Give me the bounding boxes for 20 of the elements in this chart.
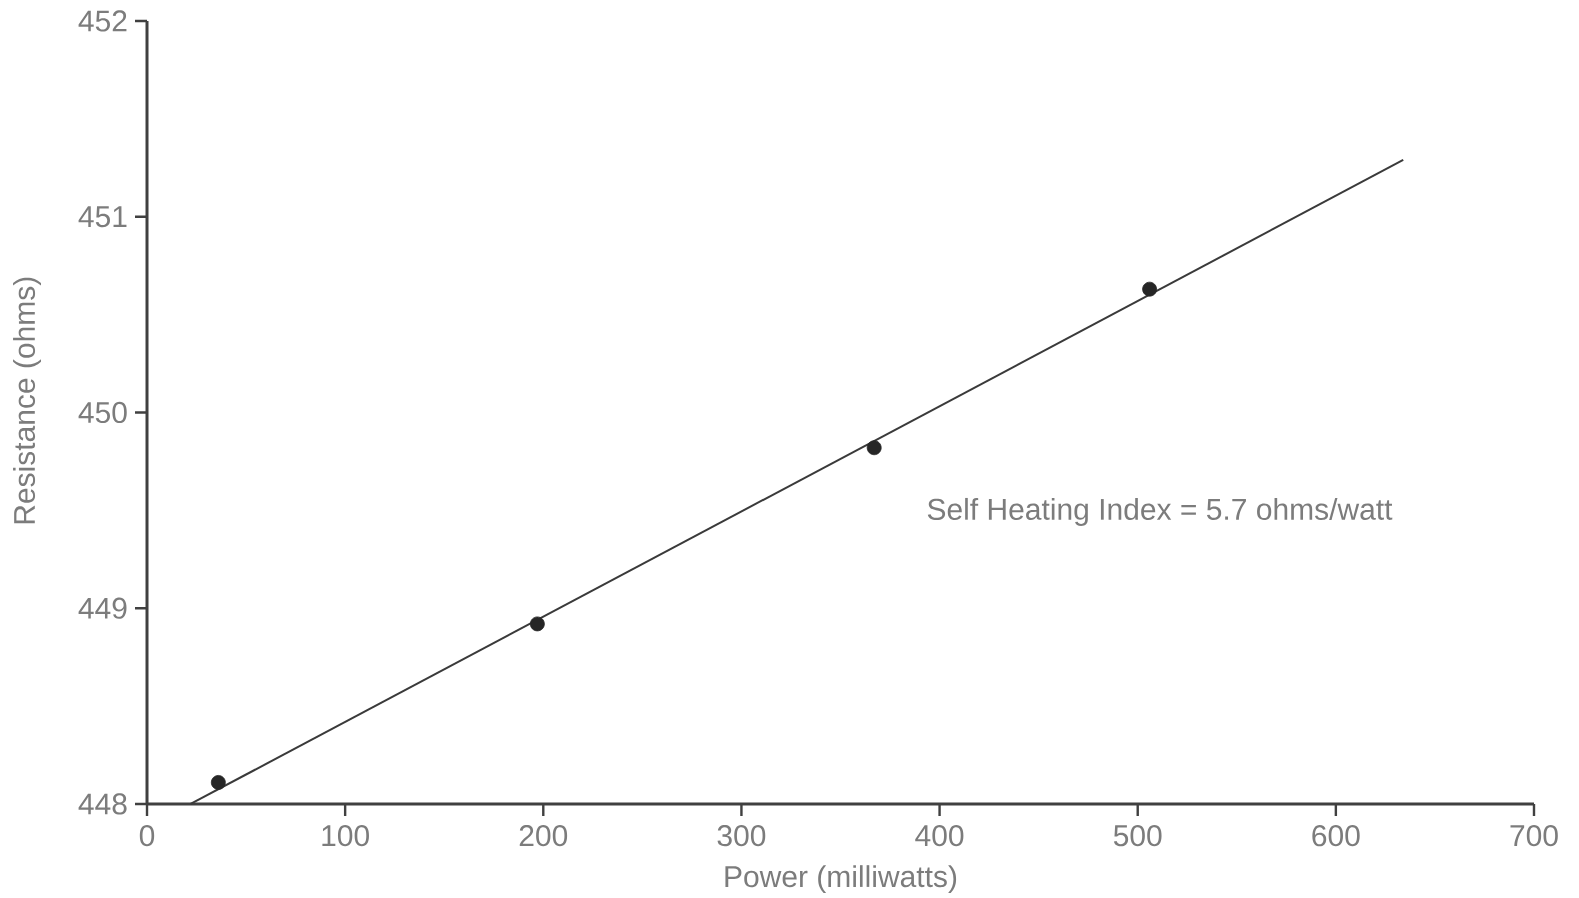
- x-tick-label: 200: [519, 825, 568, 847]
- x-tick-label: 400: [915, 825, 964, 847]
- point: [1142, 281, 1158, 297]
- x-tick-label: 300: [717, 825, 766, 847]
- y-axis-title: Resistance (ohms): [13, 277, 41, 524]
- point: [210, 775, 226, 790]
- x-axis-title: Power (milliwatts): [725, 865, 957, 894]
- y-tick-label: 452: [78, 10, 127, 32]
- x-tick-label: 100: [322, 825, 369, 847]
- y-tick-label: 451: [78, 206, 127, 228]
- x-tick-label: 700: [1510, 825, 1558, 847]
- y-tick-label: 448: [78, 793, 127, 815]
- annotation: Self Heating Index = 5.7 ohms/watt: [927, 497, 1393, 526]
- y-tick-label: 450: [78, 401, 127, 424]
- x-tick-label: 600: [1312, 825, 1360, 847]
- x-tick-label: 0: [139, 825, 155, 847]
- x-tick-label: 500: [1113, 825, 1162, 847]
- point: [529, 616, 545, 632]
- point: [866, 440, 882, 456]
- y-tick-label: 449: [78, 597, 127, 619]
